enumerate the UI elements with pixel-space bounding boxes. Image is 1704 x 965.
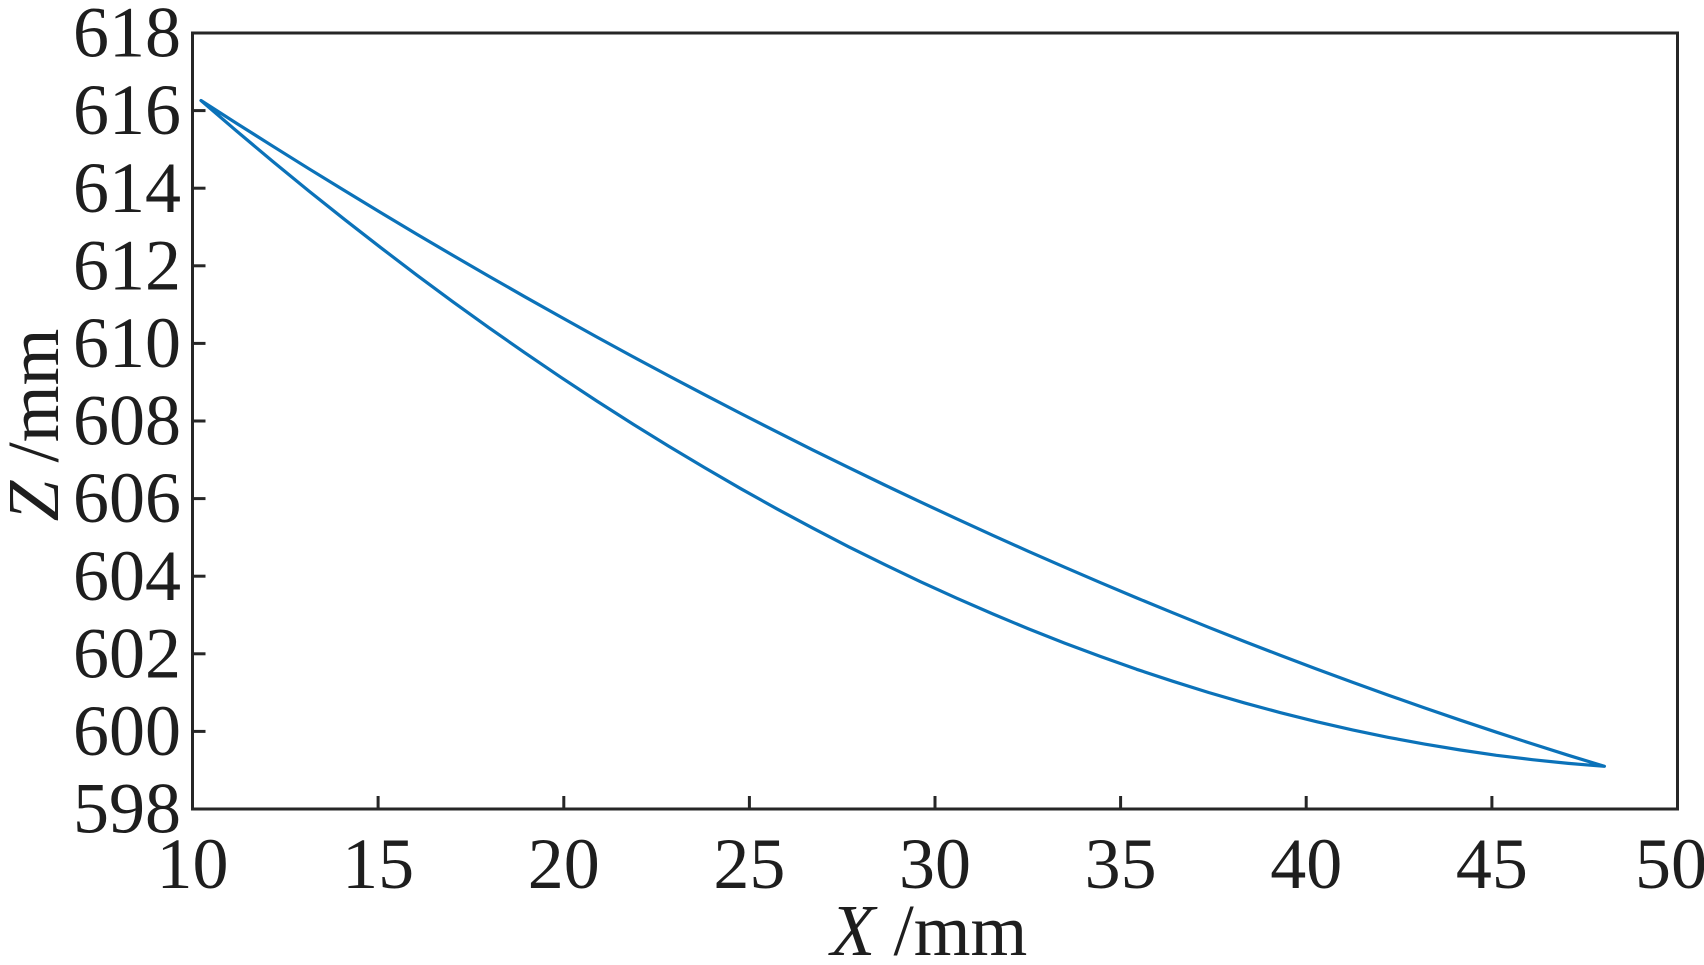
svg-text:50: 50 [1635, 824, 1704, 904]
svg-text:30: 30 [899, 824, 971, 904]
svg-text:10: 10 [157, 824, 229, 904]
svg-text:40: 40 [1270, 824, 1342, 904]
svg-text:602: 602 [73, 613, 181, 693]
svg-text:598: 598 [73, 769, 181, 849]
svg-text:606: 606 [73, 458, 181, 538]
svg-text:616: 616 [73, 70, 181, 150]
svg-text:614: 614 [73, 148, 181, 228]
svg-text:Z /mm: Z /mm [0, 329, 74, 522]
svg-text:604: 604 [73, 536, 181, 616]
svg-text:618: 618 [73, 0, 181, 73]
svg-text:610: 610 [73, 303, 181, 383]
svg-text:612: 612 [73, 225, 181, 305]
svg-text:608: 608 [73, 381, 181, 461]
svg-text:20: 20 [528, 824, 600, 904]
svg-text:600: 600 [73, 691, 181, 771]
svg-text:25: 25 [713, 824, 785, 904]
svg-text:15: 15 [342, 824, 414, 904]
svg-text:35: 35 [1085, 824, 1157, 904]
svg-text:X /mm: X /mm [828, 890, 1028, 960]
svg-text:45: 45 [1456, 824, 1528, 904]
